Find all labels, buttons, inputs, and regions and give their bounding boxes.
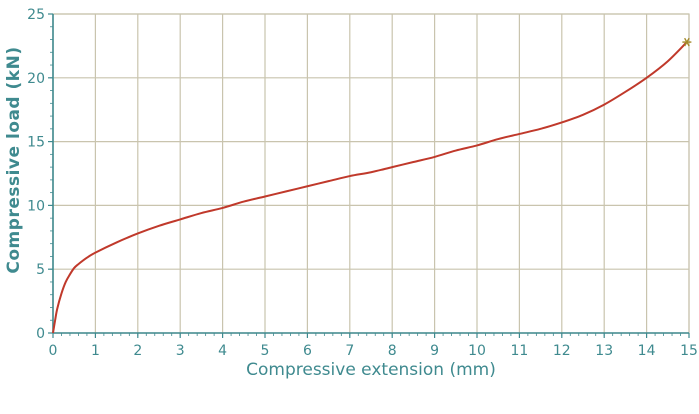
x-tick-labels: 0 1 2 3 4 5 6 7 8 9 10 11 12 13 14 15 bbox=[49, 343, 698, 359]
x-tick-label-7: 7 bbox=[345, 343, 354, 359]
x-tick-label-2: 2 bbox=[133, 343, 142, 359]
x-tick-label-3: 3 bbox=[176, 343, 185, 359]
x-tick-label-13: 13 bbox=[595, 343, 613, 359]
y-tick-label-20: 20 bbox=[27, 71, 45, 87]
x-tick-label-9: 9 bbox=[430, 343, 439, 359]
end-marker-stroke bbox=[684, 37, 690, 47]
x-tick-label-4: 4 bbox=[218, 343, 227, 359]
end-marker bbox=[682, 37, 692, 47]
y-axis-label: Compressive load (kN) bbox=[4, 46, 24, 273]
x-tick-label-11: 11 bbox=[510, 343, 528, 359]
x-tick-label-15: 15 bbox=[680, 343, 698, 359]
plot-border bbox=[52, 13, 690, 334]
x-tick-label-0: 0 bbox=[49, 343, 58, 359]
y-tick-label-25: 25 bbox=[27, 7, 45, 23]
x-tick-label-1: 1 bbox=[91, 343, 100, 359]
axes bbox=[48, 13, 690, 338]
series-line-0 bbox=[52, 41, 688, 334]
series-group bbox=[52, 37, 692, 334]
x-tick-label-5: 5 bbox=[261, 343, 270, 359]
x-tick-label-10: 10 bbox=[468, 343, 486, 359]
y-tick-label-10: 10 bbox=[27, 198, 45, 214]
grid bbox=[52, 13, 690, 334]
x-tick-label-12: 12 bbox=[553, 343, 571, 359]
y-tick-labels: 0 5 10 15 20 25 bbox=[27, 7, 45, 342]
x-axis-label: Compressive extension (mm) bbox=[246, 360, 496, 380]
y-tick-label-15: 15 bbox=[27, 135, 45, 151]
x-tick-label-6: 6 bbox=[303, 343, 312, 359]
y-tick-label-5: 5 bbox=[36, 262, 45, 278]
x-tick-label-14: 14 bbox=[638, 343, 656, 359]
y-tick-label-0: 0 bbox=[36, 326, 45, 342]
x-tick-label-8: 8 bbox=[388, 343, 397, 359]
